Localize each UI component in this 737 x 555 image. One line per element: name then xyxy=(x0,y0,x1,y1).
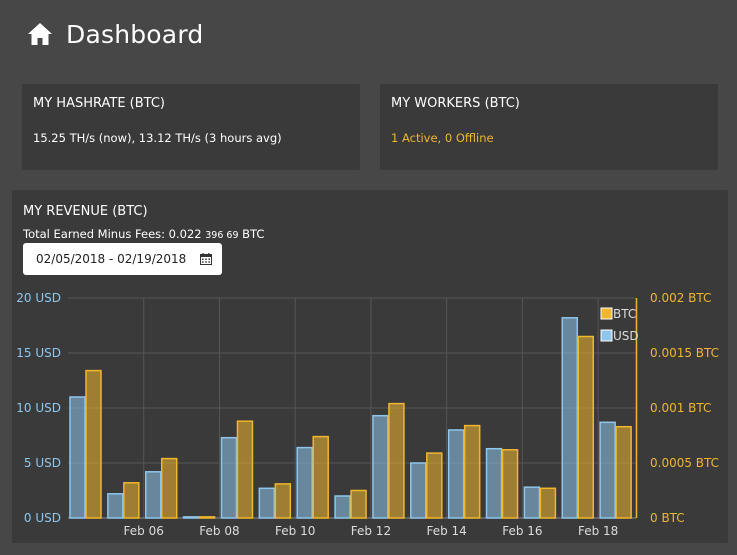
y-right-tick-label: 0.002 BTC xyxy=(650,291,711,305)
hashrate-card: MY HASHRATE (BTC) 15.25 TH/s (now), 13.1… xyxy=(22,84,360,170)
calendar-icon xyxy=(200,253,212,265)
usd-bar xyxy=(220,436,238,519)
home-icon xyxy=(28,23,52,45)
btc-bar xyxy=(274,483,292,519)
btc-bar xyxy=(123,482,140,519)
legend-swatch-usd xyxy=(600,329,613,342)
usd-bar xyxy=(485,447,503,519)
revenue-title: MY REVENUE (BTC) xyxy=(23,204,148,219)
btc-bar xyxy=(426,452,443,519)
usd-bar xyxy=(107,493,124,519)
usd-bar xyxy=(561,317,579,519)
y-right-tick-label: 0 BTC xyxy=(650,511,685,525)
hashrate-title: MY HASHRATE (BTC) xyxy=(33,96,165,111)
hashrate-value: 15.25 TH/s (now), 13.12 TH/s (3 hours av… xyxy=(33,131,282,145)
x-tick-label: Feb 08 xyxy=(199,524,239,538)
btc-bar xyxy=(198,516,216,519)
btc-bar xyxy=(350,489,367,519)
date-range-picker[interactable]: 02/05/2018 - 02/19/2018 xyxy=(23,243,222,275)
legend-swatch-btc xyxy=(600,307,613,320)
earned-main: 0.022 xyxy=(168,227,202,241)
x-tick-label: Feb 14 xyxy=(426,524,466,538)
usd-bar xyxy=(523,486,541,519)
y-right-tick-label: 0.0015 BTC xyxy=(650,346,719,360)
usd-bar xyxy=(334,495,351,519)
workers-title: MY WORKERS (BTC) xyxy=(391,96,520,111)
usd-bar xyxy=(410,462,427,519)
y-left-tick-label: 15 USD xyxy=(16,346,61,360)
y-left-tick-label: 5 USD xyxy=(24,456,61,470)
btc-bar xyxy=(577,335,595,519)
btc-bar xyxy=(388,402,405,519)
page-title: Dashboard xyxy=(66,19,204,49)
revenue-card: MY REVENUE (BTC) Total Earned Minus Fees… xyxy=(12,190,728,543)
x-tick-label: Feb 10 xyxy=(275,524,315,538)
btc-bar xyxy=(160,457,178,519)
page-header: Dashboard xyxy=(27,16,203,52)
x-tick-label: Feb 12 xyxy=(351,524,391,538)
btc-bar xyxy=(501,449,519,519)
x-tick-label: Feb 06 xyxy=(124,524,164,538)
x-tick-label: Feb 18 xyxy=(578,524,618,538)
btc-bar xyxy=(539,487,557,519)
date-range-value: 02/05/2018 - 02/19/2018 xyxy=(36,252,187,266)
workers-card: MY WORKERS (BTC) 1 Active, 0 Offline xyxy=(380,84,718,170)
usd-bar xyxy=(599,421,616,519)
btc-bar xyxy=(85,369,102,519)
usd-bar xyxy=(182,516,200,519)
legend-label-btc: BTC xyxy=(613,307,636,321)
workers-status-link[interactable]: 1 Active, 0 Offline xyxy=(391,131,494,145)
btc-bar xyxy=(615,425,632,519)
btc-bar xyxy=(312,435,329,519)
y-right-tick-label: 0.0005 BTC xyxy=(650,456,719,470)
y-left-tick-label: 10 USD xyxy=(16,401,61,415)
y-left-tick-label: 20 USD xyxy=(16,291,61,305)
earned-small: 396 69 xyxy=(205,230,239,241)
legend-label-usd: USD xyxy=(613,329,639,343)
usd-bar xyxy=(69,396,86,519)
earned-unit: BTC xyxy=(242,227,265,241)
y-right-tick-label: 0.001 BTC xyxy=(650,401,711,415)
earned-label: Total Earned Minus Fees: xyxy=(23,227,166,241)
usd-bar xyxy=(372,414,389,519)
usd-bar xyxy=(447,429,465,519)
btc-bar xyxy=(236,420,254,519)
total-earned: Total Earned Minus Fees: 0.022 396 69 BT… xyxy=(23,227,264,241)
usd-bar xyxy=(258,487,276,519)
usd-bar xyxy=(296,446,313,519)
revenue-chart: 0 USD 5 USD 10 USD 15 USD 20 USD 0 BTC 0.0005 … xyxy=(16,291,719,538)
usd-bar xyxy=(144,471,162,519)
btc-bar xyxy=(463,424,481,519)
x-tick-label: Feb 16 xyxy=(502,524,542,538)
y-left-tick-label: 0 USD xyxy=(24,511,61,525)
